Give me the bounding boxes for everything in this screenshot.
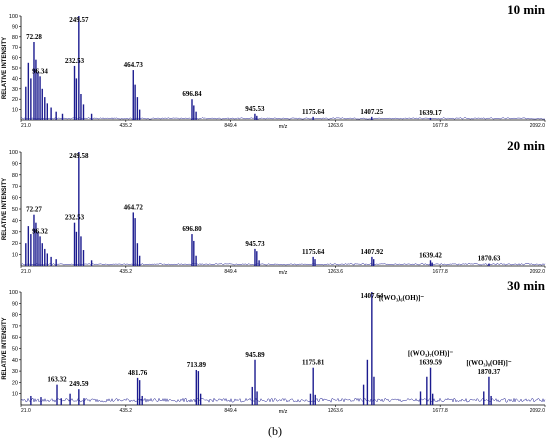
spectrum-panel-1: 10 20 30 40 50 60 70 80 90 100 21.0 435.2 849.4 1263.… <box>2 2 546 130</box>
peak-label: 945.89 <box>245 351 265 359</box>
y-tick-label: 10 <box>12 108 18 114</box>
y-tick-label: 30 <box>12 369 18 375</box>
x-tick-label: 21.0 <box>21 123 31 129</box>
x-axis-label: m/z <box>279 409 288 415</box>
x-tick-label: 1677.8 <box>433 269 449 275</box>
y-axis-label: RELATIVE INTENSITY <box>2 37 8 99</box>
peak-label: 1175.64 <box>302 248 325 256</box>
y-tick-label: 100 <box>9 14 18 20</box>
y-tick-label: 80 <box>12 35 18 41</box>
x-tick-label: 1263.6 <box>328 269 344 275</box>
peak-label: 232.53 <box>65 214 85 222</box>
y-tick-label: 50 <box>12 207 18 213</box>
x-tick-label: 849.4 <box>224 408 237 414</box>
peak-label: 1639.59 <box>419 359 442 367</box>
y-tick-label: 70 <box>12 184 18 190</box>
y-tick-label: 60 <box>12 335 18 341</box>
x-tick-label: 435.2 <box>120 269 133 275</box>
peak-label: 249.59 <box>69 380 89 388</box>
y-tick-label: 60 <box>12 56 18 62</box>
peak-label: 1407.64 <box>360 292 383 300</box>
panel-title: 10 min <box>507 2 546 17</box>
peak-label: 96.32 <box>32 227 48 235</box>
figure-caption: (b) <box>268 424 282 438</box>
peak-label: 232.53 <box>65 57 85 65</box>
peak-label: 1870.63 <box>478 255 501 263</box>
y-tick-label: 40 <box>12 218 18 224</box>
y-tick-label: 30 <box>12 87 18 93</box>
spectrum-panel-3: 10 20 30 40 50 60 70 80 90 100 21.0 435.2 849.4 1263.… <box>2 278 546 415</box>
y-tick-label: 90 <box>12 301 18 307</box>
x-tick-label: 435.2 <box>120 408 133 414</box>
peak-label: 696.80 <box>182 225 202 233</box>
y-tick-label: 10 <box>12 253 18 259</box>
y-axis-label: RELATIVE INTENSITY <box>2 178 8 240</box>
x-tick-label: 21.0 <box>21 269 31 275</box>
y-tick-label: 50 <box>12 347 18 353</box>
x-tick-label: 21.0 <box>21 408 31 414</box>
peak-label: 464.73 <box>124 61 144 69</box>
y-tick-label: 20 <box>12 241 18 247</box>
baseline-noise <box>20 263 546 266</box>
y-tick-label: 50 <box>12 66 18 72</box>
peak-label: 464.72 <box>124 203 144 211</box>
peak-label: 713.89 <box>187 361 207 369</box>
x-tick-label: 1677.8 <box>433 408 449 414</box>
y-tick-label: 80 <box>12 173 18 179</box>
x-tick-label: 1263.6 <box>328 408 344 414</box>
peak-label: 249.57 <box>69 16 89 24</box>
cluster-annotation: [(WO₃)₇(OH)]⁻ <box>408 350 454 358</box>
y-tick-label: 40 <box>12 358 18 364</box>
peak-label: 1175.64 <box>302 108 325 116</box>
y-tick-label: 60 <box>12 196 18 202</box>
x-tick-label: 2092.0 <box>530 408 546 414</box>
panel-title: 30 min <box>507 278 546 293</box>
y-tick-label: 80 <box>12 313 18 319</box>
peak-label: 72.28 <box>26 33 42 41</box>
y-tick-label: 20 <box>12 380 18 386</box>
x-axis-label: m/z <box>279 270 288 276</box>
peak-label: 1407.92 <box>361 248 384 256</box>
x-tick-label: 435.2 <box>120 123 133 129</box>
peak-label: 1639.42 <box>419 251 442 259</box>
cluster-annotation: [(WO₃)₆(OH)]⁻ <box>379 294 425 302</box>
x-tick-label: 1677.8 <box>433 123 449 129</box>
peak-label: 249.58 <box>69 152 89 160</box>
x-tick-label: 1263.6 <box>328 123 344 129</box>
y-tick-label: 20 <box>12 97 18 103</box>
x-tick-label: 2092.0 <box>530 123 546 129</box>
peak-label: 1870.37 <box>478 368 501 376</box>
peak-label: 1407.25 <box>360 108 383 116</box>
y-tick-label: 10 <box>12 392 18 398</box>
baseline-noise <box>20 117 546 120</box>
x-axis-label: m/z <box>279 124 288 130</box>
y-tick-label: 90 <box>12 24 18 30</box>
peak-label: 696.84 <box>182 90 202 98</box>
y-tick-label: 40 <box>12 76 18 82</box>
peak-label: 1639.17 <box>419 109 442 117</box>
baseline-noise <box>20 397 546 403</box>
x-tick-label: 2092.0 <box>530 269 546 275</box>
y-axis-label: RELATIVE INTENSITY <box>2 317 8 379</box>
y-tick-label: 100 <box>9 150 18 156</box>
x-tick-label: 849.4 <box>224 269 237 275</box>
peak-label: 96.34 <box>32 67 48 75</box>
peak-label: 945.73 <box>245 240 265 248</box>
cluster-annotation: [(WO₃)₈(OH)]⁻ <box>466 359 512 367</box>
x-tick-label: 849.4 <box>224 123 237 129</box>
peak-label: 945.53 <box>245 105 265 113</box>
y-tick-label: 100 <box>9 290 18 296</box>
panel-title: 20 min <box>507 138 546 153</box>
y-tick-label: 70 <box>12 324 18 330</box>
y-tick-label: 90 <box>12 161 18 167</box>
y-tick-label: 30 <box>12 230 18 236</box>
spectrum-panel-2: 10 20 30 40 50 60 70 80 90 100 21.0 435.2 849.4 1263.… <box>2 138 546 276</box>
y-tick-label: 70 <box>12 45 18 51</box>
peak-label: 163.32 <box>47 376 67 384</box>
peak-label: 72.27 <box>26 206 42 214</box>
peak-label: 481.76 <box>128 369 148 377</box>
peak-label: 1175.81 <box>302 359 325 367</box>
